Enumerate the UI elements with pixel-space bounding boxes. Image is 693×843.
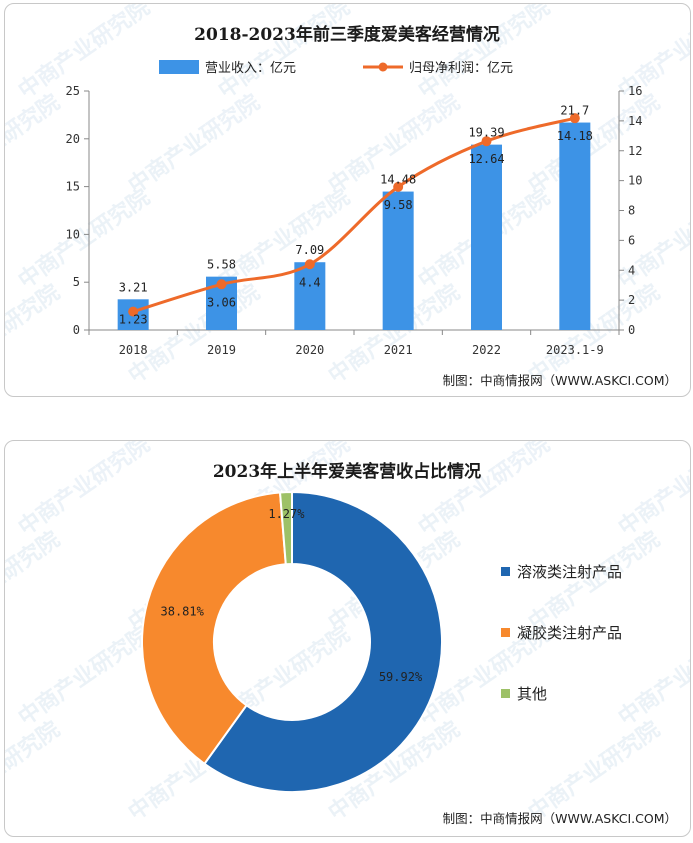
watermark-text: 中商产业研究院 <box>614 184 690 294</box>
x-tick-label: 2020 <box>295 343 324 357</box>
y-right-tick-label: 14 <box>628 114 642 128</box>
donut-slice <box>278 490 293 566</box>
revenue-share-chart-panel: 中商产业研究院 中商产业研究院 中商产业研究院 中商产业研究院 中商产业研究院 中商产业研… <box>4 440 691 837</box>
watermark-text: 中商产业研究院 <box>5 89 65 199</box>
line-value-label: 4.4 <box>299 275 321 289</box>
legend-label: 溶液类注射产品 <box>517 563 622 581</box>
watermark-text: 中商产业研究院 <box>614 621 690 731</box>
legend-line-marker <box>378 62 388 72</box>
watermark-text: 中商产业研究院 <box>14 621 155 731</box>
legend-swatch <box>501 689 510 698</box>
revenue-profit-chart-panel: 中商产业研究院 中商产业研究院 中商产业研究院 中商产业研究院 中商产业研究院 中商产业研… <box>4 3 691 397</box>
y-left-tick-label: 10 <box>66 227 80 241</box>
watermark-text: 中商产业研究院 <box>5 526 65 636</box>
watermark-text: 中商产业研究院 <box>14 4 155 104</box>
watermark-text: 中商产业研究院 <box>5 279 65 389</box>
legend-swatch <box>501 567 510 576</box>
y-right-tick-label: 16 <box>628 84 642 98</box>
bar-value-label: 3.21 <box>119 280 148 294</box>
bar-value-label: 7.09 <box>295 243 324 257</box>
legend-bar-label: 营业收入：亿元 <box>205 61 296 76</box>
bar-value-label: 5.58 <box>207 258 236 272</box>
line-value-label: 1.23 <box>119 313 148 327</box>
chart-credit: 制图：中商情报网（WWW.ASKCI.COM） <box>443 811 677 826</box>
chart-credit: 制图：中商情报网（WWW.ASKCI.COM） <box>443 373 677 388</box>
watermark-text: 中商产业研究院 <box>614 441 690 541</box>
bar-value-label: 21.7 <box>560 104 589 118</box>
donut-slice <box>141 491 287 766</box>
watermark-text: 中商产业研究院 <box>414 4 555 104</box>
y-right-tick-label: 10 <box>628 174 642 188</box>
watermark-text: 中商产业研究院 <box>524 526 665 636</box>
line-value-label: 3.06 <box>207 295 236 309</box>
watermark-text: 中商产业研究院 <box>214 4 355 104</box>
bar-value-label: 19.39 <box>468 126 504 140</box>
legend-swatch <box>501 628 510 637</box>
legend-line-label: 归母净利润：亿元 <box>409 61 513 76</box>
profit-point <box>216 279 227 290</box>
profit-point <box>393 181 404 192</box>
bar <box>471 144 502 330</box>
plot-area: 0 5 10 15 20 25 0 2 4 6 8 10 12 14 16 2018 2019 2020 2021 2… <box>66 84 643 357</box>
line-value-label: 14.18 <box>557 129 593 143</box>
chart-title: 2023年上半年爱美客营收占比情况 <box>213 461 481 482</box>
y-left-tick-label: 0 <box>73 323 80 337</box>
watermark-text: 中商产业研究院 <box>124 279 265 389</box>
x-tick-label: 2018 <box>119 343 148 357</box>
x-tick-label: 2023.1-9 <box>546 343 604 357</box>
legend-bar-swatch <box>159 60 199 74</box>
y-right-tick-label: 8 <box>628 204 635 218</box>
y-right-tick-label: 4 <box>628 263 635 277</box>
y-right-tick-label: 0 <box>628 323 635 337</box>
bar <box>559 122 591 330</box>
watermark-text: 中商产业研究院 <box>524 89 665 199</box>
profit-point <box>304 259 315 270</box>
x-tick-label: 2019 <box>207 343 236 357</box>
legend-label: 凝胶类注射产品 <box>517 624 622 642</box>
profit-point <box>128 306 139 317</box>
watermark-text: 中商产业研究院 <box>524 716 665 826</box>
line-value-label: 12.64 <box>468 152 504 166</box>
y-right-tick-label: 2 <box>628 293 635 307</box>
bar-value-label: 14.48 <box>380 173 416 187</box>
watermark-text: 中商产业研究院 <box>5 716 65 826</box>
slice-value-label: 1.27% <box>268 507 305 521</box>
x-tick-label: 2021 <box>384 343 413 357</box>
slice-value-label: 38.81% <box>161 604 205 618</box>
line-value-label: 9.58 <box>384 198 413 212</box>
watermark-text: 中商产业研究院 <box>414 441 555 541</box>
watermark-text: 中商产业研究院 <box>124 89 265 199</box>
y-left-tick-label: 5 <box>73 275 80 289</box>
y-left-tick-label: 25 <box>66 84 80 98</box>
profit-point <box>569 113 580 124</box>
bar <box>294 262 326 330</box>
slice-value-label: 59.92% <box>379 670 423 684</box>
donut-slice <box>203 490 443 793</box>
watermark-text: 中商产业研究院 <box>14 184 155 294</box>
profit-point <box>481 136 492 147</box>
y-right-tick-label: 6 <box>628 233 635 247</box>
watermark-text: 中商产业研究院 <box>14 441 155 541</box>
profit-line <box>132 116 576 314</box>
y-left-tick-label: 20 <box>66 132 80 146</box>
chart-title: 2018-2023年前三季度爱美客经营情况 <box>194 24 500 45</box>
y-right-tick-label: 12 <box>628 144 642 158</box>
bar <box>382 191 414 330</box>
x-tick-label: 2022 <box>472 343 501 357</box>
y-left-tick-label: 15 <box>66 180 80 194</box>
watermark-text: 中商产业研究院 <box>614 4 690 104</box>
legend-label: 其他 <box>517 685 547 703</box>
